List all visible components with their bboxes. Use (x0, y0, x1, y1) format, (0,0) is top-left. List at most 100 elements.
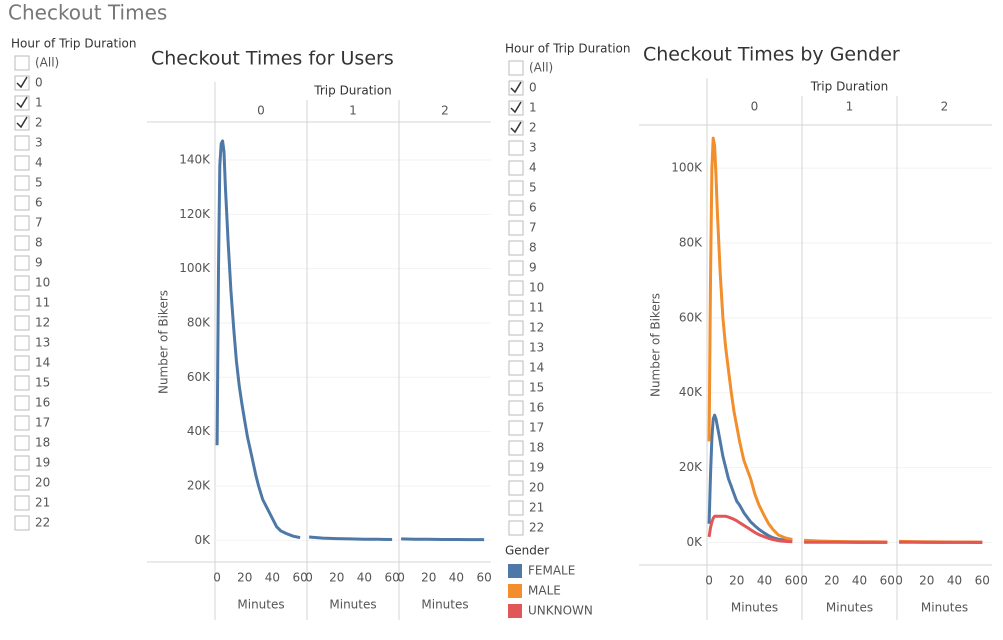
x-tick-label: 0 (895, 574, 903, 588)
y-tick-label: 40K (679, 385, 703, 399)
checkbox[interactable] (14, 315, 30, 331)
filter-item[interactable]: 14 (529, 361, 544, 375)
filter-item[interactable]: 12 (35, 316, 50, 330)
checkbox[interactable] (508, 280, 524, 296)
checkbox[interactable] (508, 140, 524, 156)
filter-item[interactable]: 18 (35, 436, 50, 450)
checkbox[interactable] (14, 455, 30, 471)
checkbox[interactable] (14, 135, 30, 151)
filter-item[interactable]: 19 (35, 456, 50, 470)
checkbox[interactable] (14, 215, 30, 231)
checkbox[interactable] (14, 515, 30, 531)
data-line (707, 413, 793, 543)
filter-item[interactable]: 6 (35, 196, 43, 210)
filter-item[interactable]: 14 (35, 356, 50, 370)
filter-item[interactable]: 13 (35, 336, 50, 350)
filter-item[interactable]: 7 (35, 216, 43, 230)
checkbox[interactable] (508, 200, 524, 216)
filter-item[interactable]: 2 (35, 116, 43, 130)
checkbox[interactable] (14, 175, 30, 191)
checkbox[interactable] (508, 240, 524, 256)
checkbox[interactable] (14, 235, 30, 251)
filter-item[interactable]: 17 (35, 416, 50, 430)
checkbox[interactable] (508, 300, 524, 316)
filter-item[interactable]: 3 (529, 141, 537, 155)
filter-item[interactable]: 6 (529, 201, 537, 215)
filter-item[interactable]: 1 (35, 96, 43, 110)
checkbox[interactable] (14, 475, 30, 491)
checkbox[interactable] (14, 335, 30, 351)
filter-item[interactable]: 11 (35, 296, 50, 310)
filter-item[interactable]: 16 (529, 401, 544, 415)
checkbox[interactable] (508, 520, 524, 536)
filter-item[interactable]: 20 (35, 476, 50, 490)
checkbox[interactable] (508, 220, 524, 236)
checkbox[interactable] (14, 55, 30, 71)
checkbox[interactable] (14, 495, 30, 511)
filter-item[interactable]: 22 (35, 516, 50, 530)
checkbox[interactable] (508, 400, 524, 416)
filter-item[interactable]: 15 (35, 376, 50, 390)
legend-swatch (508, 604, 522, 618)
filter-item[interactable]: 10 (529, 281, 544, 295)
checkbox[interactable] (14, 275, 30, 291)
checkbox[interactable] (508, 380, 524, 396)
filter-item[interactable]: 5 (529, 181, 537, 195)
filter-item[interactable]: 10 (35, 276, 50, 290)
filter-item[interactable]: 0 (35, 76, 43, 90)
checkbox[interactable] (508, 260, 524, 276)
filter-item[interactable]: 4 (529, 161, 537, 175)
filter-item[interactable]: 13 (529, 341, 544, 355)
checkbox[interactable] (14, 155, 30, 171)
checkbox[interactable] (14, 255, 30, 271)
checkbox[interactable] (14, 195, 30, 211)
checkbox[interactable] (508, 420, 524, 436)
filter-item[interactable]: 17 (529, 421, 544, 435)
filter-item[interactable]: 8 (529, 241, 537, 255)
checkbox[interactable] (14, 295, 30, 311)
checkbox[interactable] (508, 360, 524, 376)
filter-item[interactable]: 20 (529, 481, 544, 495)
x-tick-label: 20 (329, 571, 344, 585)
checkbox[interactable] (508, 460, 524, 476)
filter-item[interactable]: 9 (529, 261, 537, 275)
checkbox[interactable] (508, 180, 524, 196)
checkbox[interactable] (508, 480, 524, 496)
checkbox[interactable] (508, 340, 524, 356)
filter-item[interactable]: 18 (529, 441, 544, 455)
checkbox[interactable] (14, 395, 30, 411)
filter-item[interactable]: 11 (529, 301, 544, 315)
x-tick-label: 20 (919, 574, 934, 588)
filter-item[interactable]: 5 (35, 176, 43, 190)
filter-item[interactable]: 7 (529, 221, 537, 235)
filter-item[interactable]: 3 (35, 136, 43, 150)
filter-item[interactable]: 15 (529, 381, 544, 395)
x-axis-label: Minutes (237, 598, 284, 612)
filter-item[interactable]: 9 (35, 256, 43, 270)
checkbox[interactable] (508, 320, 524, 336)
checkbox[interactable] (508, 500, 524, 516)
filter-item[interactable]: 8 (35, 236, 43, 250)
checkbox[interactable] (508, 160, 524, 176)
filter-item[interactable]: 19 (529, 461, 544, 475)
checkbox[interactable] (508, 440, 524, 456)
filter-item[interactable]: (All) (529, 61, 553, 75)
filter-item[interactable]: 1 (529, 101, 537, 115)
filter-item[interactable]: (All) (35, 56, 59, 70)
checkbox[interactable] (14, 375, 30, 391)
checkbox[interactable] (14, 435, 30, 451)
filter-item[interactable]: 22 (529, 521, 544, 535)
filter-item[interactable]: 2 (529, 121, 537, 135)
filter-item[interactable]: 21 (529, 501, 544, 515)
checkbox[interactable] (14, 415, 30, 431)
filter-item[interactable]: 21 (35, 496, 50, 510)
checkbox[interactable] (14, 355, 30, 371)
x-tick-label: 60 (785, 574, 800, 588)
filter-item[interactable]: 16 (35, 396, 50, 410)
filter-item[interactable]: 0 (529, 81, 537, 95)
filter-item[interactable]: 4 (35, 156, 43, 170)
y-tick-label: 80K (187, 315, 211, 329)
checkbox[interactable] (508, 60, 524, 76)
data-line (707, 136, 793, 541)
filter-item[interactable]: 12 (529, 321, 544, 335)
